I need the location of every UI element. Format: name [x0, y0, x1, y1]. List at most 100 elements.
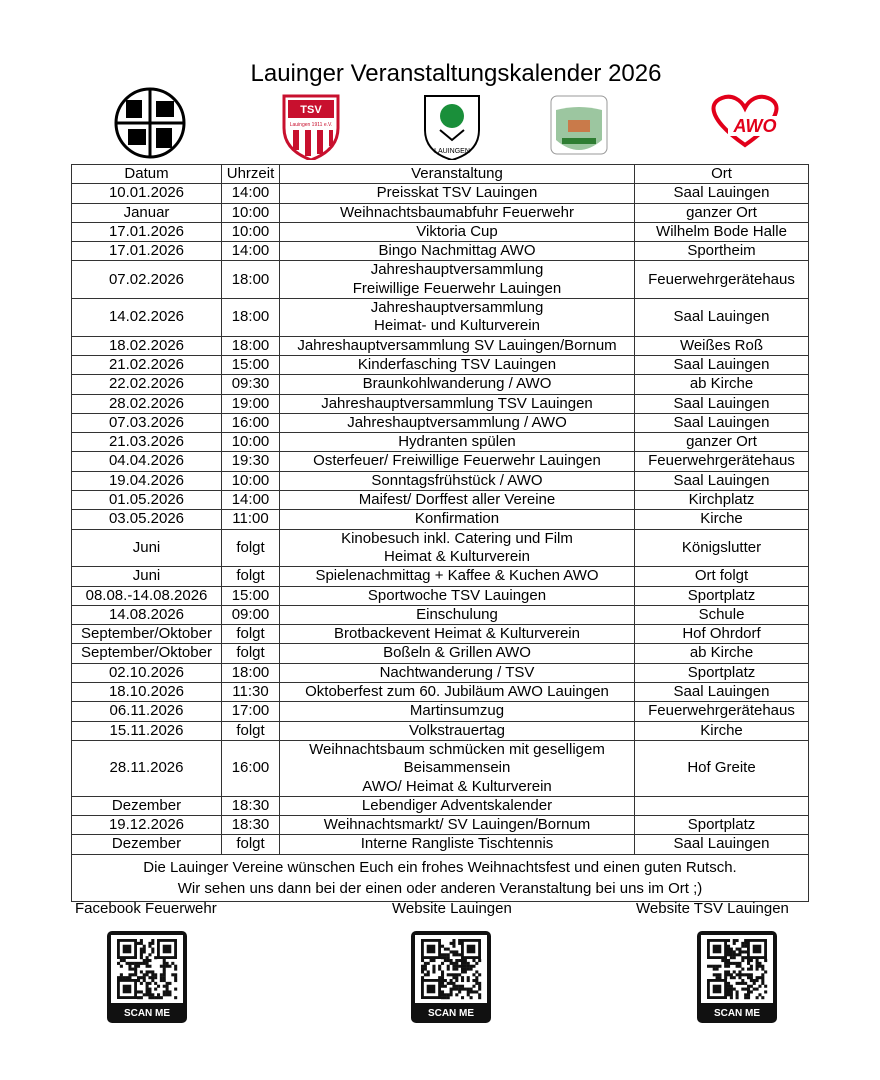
- qr-module: [729, 993, 733, 997]
- place-cell: Saal Lauingen: [634, 183, 809, 204]
- time-cell: 10:00: [221, 221, 280, 243]
- qr-module: [761, 996, 765, 1000]
- event-line: Osterfeuer/ Freiwillige Feuerwehr Lauing…: [313, 452, 601, 470]
- qr-module: [727, 959, 731, 963]
- qr-module: [718, 964, 722, 968]
- qr-module: [727, 990, 731, 994]
- qr-module: [446, 967, 450, 971]
- event-line: Spielenachmittag + Kaffee & Kuchen AWO: [315, 567, 599, 585]
- time-cell: folgt: [221, 643, 280, 664]
- place-cell: Weißes Roß: [634, 335, 809, 356]
- tsv-logo: TSV Lauingen 1911 e.V.: [282, 94, 340, 160]
- place-cell: ab Kirche: [634, 643, 809, 664]
- qr-module: [151, 996, 155, 1000]
- event-cell: Weihnachtsmarkt/ SV Lauingen/Bornum: [279, 815, 635, 836]
- qr-module: [735, 996, 739, 1000]
- time-cell: folgt: [221, 834, 280, 855]
- place-text: Saal Lauingen: [673, 184, 770, 202]
- qr-finder: [466, 944, 476, 954]
- qr-module: [443, 947, 447, 951]
- qr-module: [741, 987, 745, 991]
- qr-module: [738, 970, 742, 974]
- qr-module: [421, 970, 425, 974]
- qr-module: [452, 964, 456, 968]
- place-cell: Sportplatz: [634, 585, 809, 606]
- qr-module: [469, 964, 473, 968]
- time-cell: 18:00: [221, 298, 280, 337]
- event-cell: Sonntagsfrühstück / AWO: [279, 470, 635, 492]
- event-cell: Martinsumzug: [279, 701, 635, 722]
- event-line: Nachtwanderung / TSV: [379, 663, 535, 681]
- qr-module: [718, 973, 722, 977]
- qr-module: [455, 953, 459, 957]
- qr-label: Website Lauingen: [392, 900, 512, 917]
- place-cell: Kirche: [634, 720, 809, 741]
- time-cell: 16:00: [221, 739, 280, 797]
- date-cell: 17.01.2026: [71, 221, 222, 243]
- qr-module: [151, 970, 155, 974]
- qr-module: [455, 984, 459, 988]
- place-text: Feuerwehrgerätehaus: [648, 452, 795, 470]
- qr-module: [727, 939, 731, 943]
- qr-module: [732, 961, 736, 965]
- qr-module: [159, 976, 163, 980]
- qr-module: [455, 959, 459, 963]
- qr-module: [426, 970, 430, 974]
- qr-module: [449, 941, 453, 945]
- qr-module: [441, 953, 445, 957]
- qr-module: [735, 990, 739, 994]
- qr-module: [117, 961, 121, 965]
- qr-module: [148, 964, 152, 968]
- place-text: Sportplatz: [687, 586, 756, 604]
- place-text: Weißes Roß: [679, 336, 764, 354]
- date-cell: 08.08.-14.08.2026: [71, 585, 222, 606]
- event-row: Juni folgt Spielenachmittag + Kaffee & Kuc…: [71, 566, 809, 587]
- logos: TSV Lauingen 1911 e.V. LAUINGEN AWO: [114, 87, 780, 160]
- qr-module: [712, 973, 716, 977]
- qr-module: [165, 990, 169, 994]
- event-cell: Jahreshauptversammlung TSV Lauingen: [279, 393, 635, 414]
- qr-module: [758, 961, 762, 965]
- qr-module: [724, 970, 728, 974]
- date-cell: 04.04.2026: [71, 451, 222, 472]
- qr-module: [162, 973, 166, 977]
- qr-module: [432, 970, 436, 974]
- qr-module: [729, 950, 733, 954]
- qr-module: [475, 990, 479, 994]
- qr-module: [478, 973, 482, 977]
- qr-module: [738, 981, 742, 985]
- event-cell: Jahreshauptversammlung SV Lauingen/Bornu…: [279, 335, 635, 356]
- qr-module: [729, 976, 733, 980]
- qr-module: [159, 979, 163, 983]
- qr-module: [162, 959, 166, 963]
- qr-module: [446, 959, 450, 963]
- qr-module: [174, 987, 178, 991]
- qr-module: [426, 961, 430, 965]
- qr-module: [455, 964, 459, 968]
- event-cell: Kinderfasching TSV Lauingen: [279, 354, 635, 376]
- time-cell: 10:00: [221, 470, 280, 492]
- qr-module: [761, 973, 765, 977]
- qr-module: [747, 987, 751, 991]
- qr-module: [744, 950, 748, 954]
- qr-module: [463, 967, 467, 971]
- qr-module: [162, 979, 166, 983]
- event-cell: Braunkohlwanderung / AWO: [279, 374, 635, 395]
- time-cell: 14:00: [221, 490, 280, 511]
- qr-module: [758, 984, 762, 988]
- qr-module: [724, 973, 728, 977]
- qr-module: [458, 973, 462, 977]
- qr-module: [145, 970, 149, 974]
- qr-module: [148, 941, 152, 945]
- qr-module: [761, 981, 765, 985]
- event-cell: Lebendiger Adventskalender: [279, 795, 635, 817]
- qr-module: [458, 964, 462, 968]
- qr-module: [727, 993, 731, 997]
- qr-module: [463, 961, 467, 965]
- qr-module: [441, 990, 445, 994]
- qr-module: [432, 967, 436, 971]
- qr-module: [727, 947, 731, 951]
- place-cell: Saal Lauingen: [634, 470, 809, 492]
- qr-module: [452, 939, 456, 943]
- qr-module: [747, 976, 751, 980]
